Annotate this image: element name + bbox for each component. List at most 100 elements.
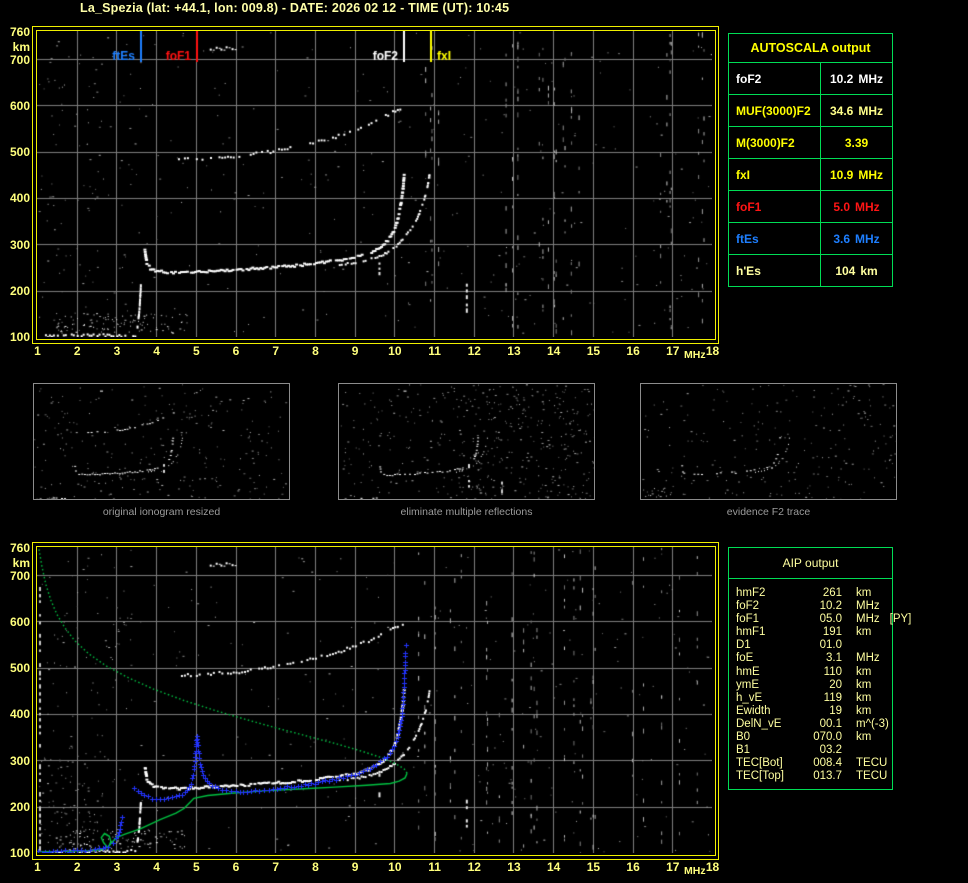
autoscala-row-h'Es: h'Es 104 km: [729, 254, 892, 286]
y-tick-label: 200: [9, 283, 30, 298]
y-tick-label: 760: [9, 25, 30, 39]
autoscala-value: 3.39: [844, 135, 869, 150]
aip-row-TEC[Bot]: TEC[Bot] 008.4 TECU: [736, 757, 892, 770]
x-tick-label: 9: [351, 344, 359, 358]
x-tick-label: 14: [546, 344, 561, 358]
aip-row-D1: D1 01.0: [736, 639, 892, 652]
x-tick-label: 17: [666, 344, 680, 358]
y-tick-label: 600: [9, 98, 30, 113]
x-tick-label: 11: [428, 860, 441, 874]
aip-value: 03.2: [819, 744, 842, 757]
thumbnail-caption-3: evidence F2 trace: [726, 506, 811, 518]
autoscala-row-M(3000)F2: M(3000)F2 3.39: [729, 126, 892, 158]
autoscala-value: 10.9 MHz: [829, 167, 884, 182]
bottom-ionogram-outer-frame: [32, 542, 719, 860]
x-tick-label: 6: [232, 860, 240, 874]
y-tick-label: 600: [9, 614, 30, 629]
aip-row-hmF2: hmF2 261 km: [736, 587, 892, 600]
x-tick-label: 13: [507, 344, 521, 358]
autoscala-value: 5.0 MHz: [833, 199, 880, 214]
aip-unit: km: [856, 665, 872, 678]
aip-row-foF1: foF1 05.0 MHz [PY]: [736, 613, 911, 626]
aip-label: Ewidth: [736, 704, 771, 717]
aip-unit: [842, 744, 892, 757]
autoscala-label: M(3000)F2: [729, 127, 821, 158]
thumbnail-caption-1: original ionogram resized: [102, 506, 221, 518]
y-tick-label: 500: [9, 145, 30, 160]
aip-label: foE: [736, 652, 754, 665]
aip-label: B0: [736, 731, 751, 744]
x-tick-label: 16: [626, 344, 640, 358]
y-axis-unit: km: [12, 556, 30, 570]
aip-unit: km: [856, 626, 872, 639]
aip-unit: MHz: [856, 600, 880, 613]
aip-value: 05.0: [819, 613, 842, 626]
aip-row-foE: foE 3.1 MHz: [736, 652, 892, 665]
bottom-ionogram-inner-frame: [36, 546, 716, 856]
autoscala-label: h'Es: [729, 255, 821, 286]
bottom-ionogram-canvas: [37, 547, 712, 853]
x-tick-label: 7: [272, 344, 280, 358]
aip-unit: km: [856, 678, 872, 691]
top-ionogram-outer-frame: [32, 26, 719, 344]
aip-value: 3.1: [826, 652, 842, 665]
aip-label: ymE: [736, 678, 759, 691]
thumbnail-eliminate-reflections: [338, 383, 595, 500]
aip-label: D1: [736, 639, 751, 652]
aip-value: 070.0: [813, 731, 842, 744]
top-ionogram-inner-frame: [36, 30, 716, 340]
x-tick-label: 14: [546, 860, 561, 874]
autoscala-row-foF1: foF1 5.0 MHz: [729, 190, 892, 222]
aip-row-B0: B0 070.0 km: [736, 731, 892, 744]
aip-unit: m^(-3): [856, 717, 889, 730]
x-tick-label: 7: [272, 860, 280, 874]
aip-unit: TECU: [856, 757, 888, 770]
x-tick-label: 8: [312, 344, 319, 358]
aip-output-table: AIP output hmF2 261 km foF2 10.2 MHz foF1 05.0 M…: [728, 547, 911, 790]
y-tick-label: 100: [9, 846, 30, 860]
y-tick-label: 700: [9, 568, 30, 583]
y-tick-label: 400: [9, 191, 30, 206]
aip-unit: MHz [PY]: [856, 613, 912, 626]
aip-label: foF2: [736, 600, 760, 613]
autoscala-value: 3.6 MHz: [833, 231, 880, 246]
x-tick-label: 15: [586, 860, 601, 874]
aip-value: 008.4: [813, 757, 842, 770]
autoscala-row-ftEs: ftEs 3.6 MHz: [729, 222, 892, 254]
x-tick-label: 3: [113, 860, 121, 874]
x-tick-label: 13: [507, 860, 521, 874]
y-tick-label: 760: [9, 541, 30, 555]
top-x-axis-unit: MHz: [684, 349, 706, 361]
aip-label: hmF2: [736, 587, 766, 599]
x-tick-label: 11: [428, 344, 441, 358]
aip-label: DelN_vE: [736, 717, 782, 730]
aip-value: 110: [823, 665, 842, 678]
aip-unit: km: [856, 587, 872, 599]
aip-value: 013.7: [813, 770, 842, 783]
aip-value: 10.2: [819, 600, 842, 613]
aip-row-TEC[Top]: TEC[Top] 013.7 TECU: [736, 770, 892, 783]
y-tick-label: 700: [9, 52, 30, 67]
y-tick-label: 300: [9, 237, 30, 252]
autoscala-value: 34.6 MHz: [829, 103, 884, 118]
aip-label: hmE: [736, 665, 760, 678]
autoscala-value: 10.2 MHz: [829, 71, 884, 86]
aip-label: foF1: [736, 613, 760, 626]
aip-value: 191: [822, 626, 842, 639]
x-tick-label: 3: [113, 344, 121, 358]
aip-label: hmF1: [736, 626, 766, 639]
autoscala-value: 104 km: [835, 263, 878, 278]
aip-row-h_vE: h_vE 119 km: [736, 692, 892, 705]
y-tick-label: 400: [9, 707, 30, 722]
aip-unit: km: [856, 704, 872, 717]
aip-value: 00.1: [819, 717, 842, 730]
aip-value: 119: [823, 691, 842, 704]
y-axis-unit: km: [12, 40, 30, 54]
autoscala-label: MUF(3000)F2: [729, 95, 821, 126]
x-tick-label: 4: [153, 860, 160, 874]
autoscala-label: foF1: [729, 191, 821, 222]
aip-label: B1: [736, 744, 751, 757]
x-tick-label: 5: [192, 344, 200, 358]
bottom-x-axis-unit: MHz: [684, 865, 706, 877]
